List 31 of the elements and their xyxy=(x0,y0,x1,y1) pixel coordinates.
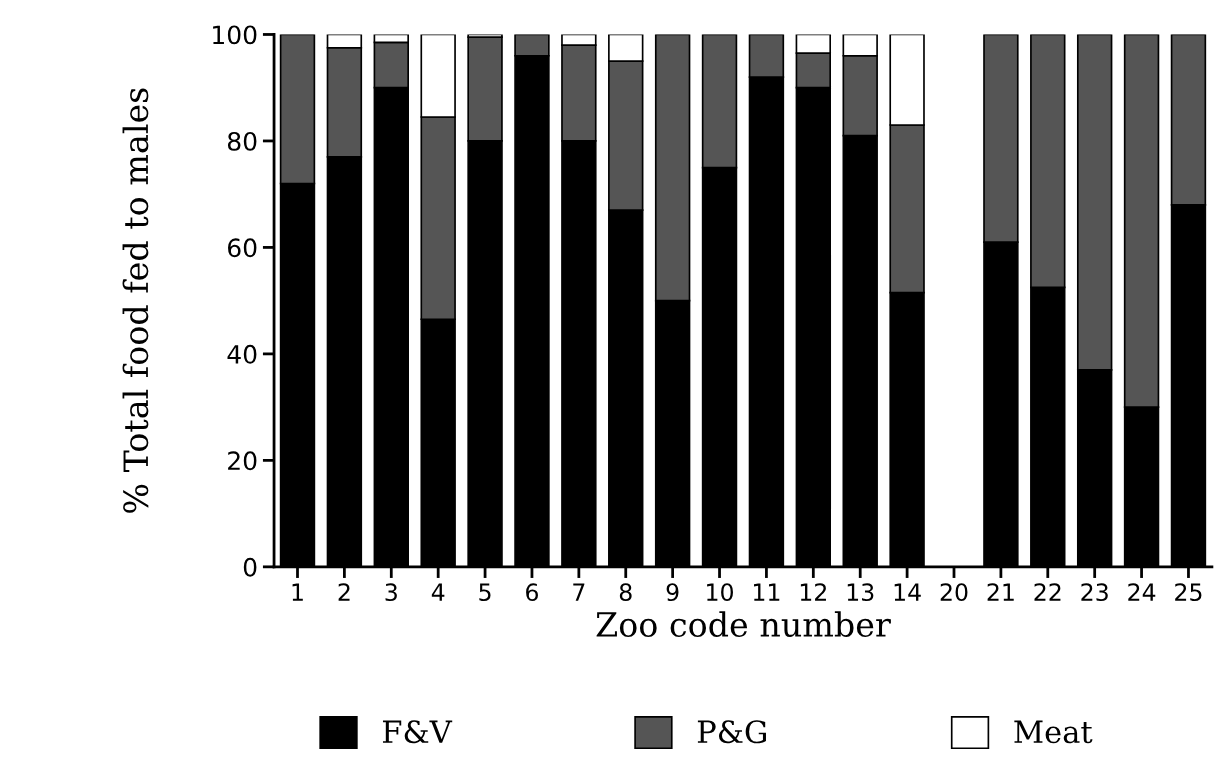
x-tick-label: 23 xyxy=(1081,583,1108,602)
y-tick-label: 40 xyxy=(227,344,257,364)
y-tick-label: 80 xyxy=(227,131,257,151)
y-axis-title: % Total food fed to males xyxy=(122,88,149,513)
x-tick-label: 22 xyxy=(1034,583,1061,601)
x-tick-label: 7 xyxy=(573,583,585,601)
legend-label: P&G xyxy=(697,720,766,744)
y-tick-label: 20 xyxy=(228,451,257,471)
x-tick-label: 24 xyxy=(1128,583,1156,601)
y-tick-label: 100 xyxy=(213,25,257,45)
x-tick-label: 21 xyxy=(987,583,1014,601)
x-tick-label: 2 xyxy=(338,583,350,601)
x-tick-label: 13 xyxy=(847,583,874,602)
x-tick-label: 3 xyxy=(385,583,397,602)
x-tick-label: 8 xyxy=(619,583,632,602)
x-tick-label: 4 xyxy=(431,583,445,601)
x-tick-label: 25 xyxy=(1175,583,1202,602)
x-axis-title: Zoo code number xyxy=(596,611,891,638)
y-tick-label: 60 xyxy=(228,238,257,258)
x-tick-label: 1 xyxy=(292,583,303,601)
x-tick-label: 20 xyxy=(940,583,968,602)
legend-label: Meat xyxy=(1014,720,1093,744)
x-tick-label: 10 xyxy=(707,583,733,602)
x-tick-label: 11 xyxy=(754,583,780,601)
x-tick-label: 12 xyxy=(800,583,826,601)
x-tick-label: 6 xyxy=(526,583,538,602)
x-tick-label: 5 xyxy=(479,583,491,602)
x-tick-label: 14 xyxy=(894,583,921,601)
legend-label: F&V xyxy=(382,720,453,744)
x-tick-label: 9 xyxy=(666,583,679,602)
y-tick-label: 0 xyxy=(243,557,257,577)
